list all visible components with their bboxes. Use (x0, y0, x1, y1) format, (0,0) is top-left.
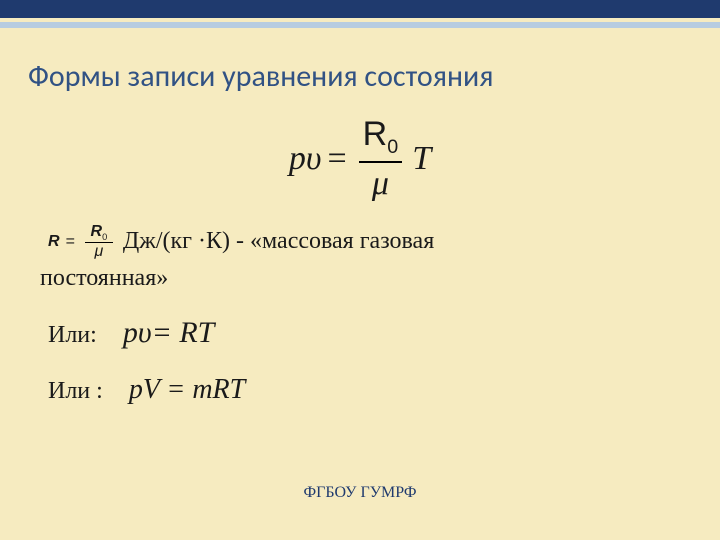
eq-num-R: R (363, 115, 388, 153)
r-def-num: R0 (91, 223, 108, 242)
footer-text: ФГБОУ ГУМРФ (0, 484, 720, 502)
line1-prefix: Или: (48, 322, 97, 348)
r-def-den: μ (95, 243, 104, 261)
stripe-light (0, 22, 720, 28)
main-equation: p υ = R0 μ T (0, 115, 720, 203)
units-text: Дж/(кг ·К) - (123, 228, 250, 254)
line2-formula: pV = mRT (129, 374, 245, 405)
page-title: Формы записи уравнения состояния (28, 58, 720, 95)
stripe-dark (0, 0, 720, 18)
mass-constant-cont: постоянная» (40, 265, 680, 292)
r-definition-line: R = R0 μ Дж/(кг ·К) - «массовая газовая (48, 223, 680, 261)
eq-lhs-p: p (289, 140, 306, 178)
r-def-R: R (48, 233, 60, 251)
fraction-bar (359, 161, 403, 163)
r-def-num-sub: 0 (102, 232, 107, 242)
r-def-eq: = (66, 233, 75, 251)
body-text: R = R0 μ Дж/(кг ·К) - «массовая газовая … (48, 223, 680, 406)
r-def-num-R: R (91, 223, 103, 240)
line2-prefix: Или : (48, 378, 103, 404)
eq-numerator: R0 (359, 115, 403, 159)
eq-fraction: R0 μ (359, 115, 403, 203)
r-small-equation: R = R0 μ (48, 223, 117, 261)
eq-rhs-T: T (412, 140, 431, 178)
line1-formula: pυ= RT (123, 316, 215, 349)
mass-constant-text: Дж/(кг ·К) - «массовая газовая (123, 228, 434, 255)
quoted-text: «массовая газовая (250, 228, 434, 254)
equation-line-2: Или : pV = mRT (48, 374, 680, 406)
eq-num-sub: 0 (387, 136, 398, 158)
eq-denominator: μ (368, 165, 393, 203)
r-def-fraction: R0 μ (85, 223, 113, 261)
eq-lhs-v: υ (306, 140, 322, 178)
header-stripes (0, 0, 720, 28)
equation-line-1: Или: pυ= RT (48, 316, 680, 350)
eq-equals: = (327, 140, 346, 178)
